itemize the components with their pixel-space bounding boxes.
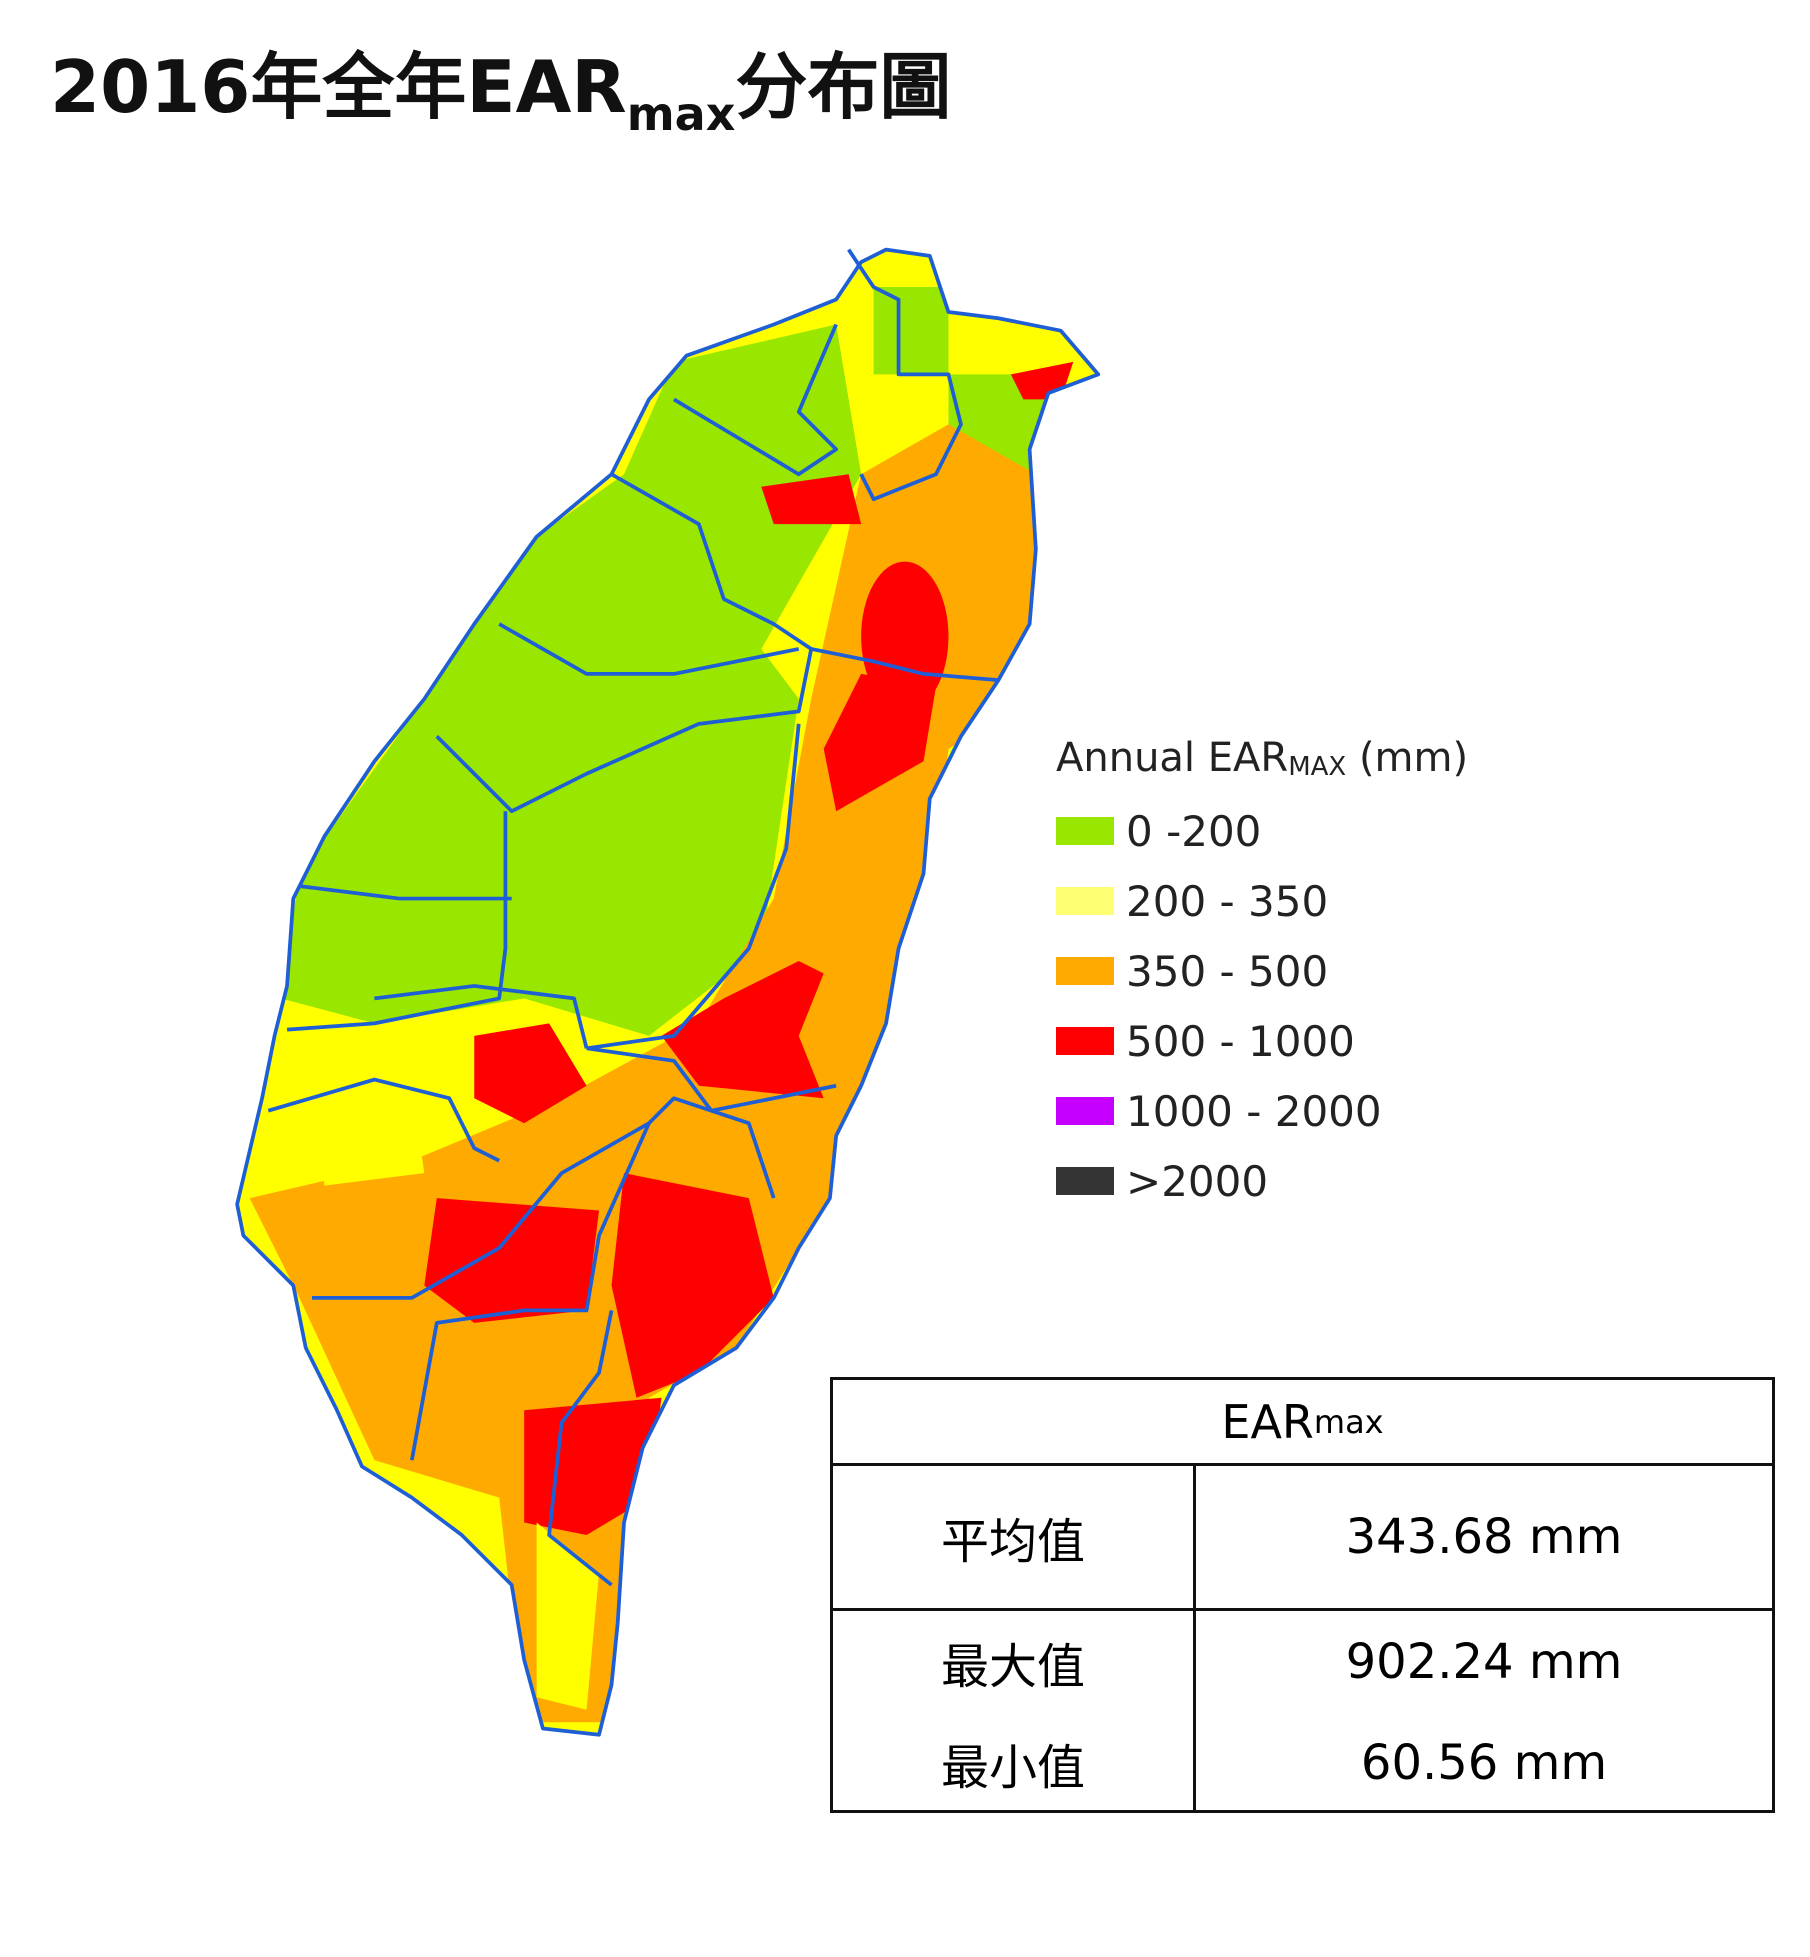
table-header: EAR max — [833, 1380, 1772, 1466]
row-value: 60.56 mm — [1360, 1734, 1608, 1791]
title-sub: max — [626, 87, 736, 141]
legend-label: 0 -200 — [1126, 806, 1262, 856]
legend-title: Annual EARMAX (mm) — [1056, 735, 1468, 782]
legend-swatch — [1056, 887, 1114, 915]
row-value: 343.68 mm — [1345, 1509, 1623, 1565]
row-label: 平均值 — [940, 1514, 1085, 1570]
table-row: 平均值 343.68 mm — [833, 1466, 1772, 1611]
stats-table: EAR max 平均值 343.68 mm 最大值最小值 902.24 mm 60.56 … — [830, 1377, 1775, 1813]
legend-label: 1000 - 2000 — [1126, 1086, 1382, 1136]
legend-swatch — [1056, 1167, 1114, 1195]
legend-title-text: Annual EAR — [1056, 735, 1289, 781]
legend-swatch — [1056, 957, 1114, 985]
table-cell: 902.24 mm 60.56 mm — [1196, 1611, 1772, 1813]
table-header-text: EAR — [1221, 1394, 1314, 1449]
table-cell: 平均值 — [833, 1466, 1196, 1608]
row-value: 902.24 mm — [1345, 1633, 1623, 1690]
table-header-sub: max — [1313, 1402, 1384, 1441]
table-row: 最大值最小值 902.24 mm 60.56 mm — [833, 1611, 1772, 1813]
title-end: 分布圖 — [735, 45, 952, 129]
legend: Annual EARMAX (mm) 0 -200 200 - 350 350 - … — [1056, 735, 1468, 1216]
table-cell: 343.68 mm — [1196, 1466, 1772, 1608]
row-label: 最大值 — [940, 1638, 1085, 1695]
legend-items: 0 -200 200 - 350 350 - 500 500 - 1000 1000 -… — [1056, 796, 1468, 1216]
legend-label: >2000 — [1126, 1156, 1269, 1206]
legend-item: >2000 — [1056, 1146, 1468, 1216]
legend-item: 200 - 350 — [1056, 866, 1468, 936]
legend-swatch — [1056, 1097, 1114, 1125]
title: 2016年全年EARmax分布圖 — [50, 28, 951, 141]
legend-title-unit: (mm) — [1358, 735, 1469, 781]
legend-label: 200 - 350 — [1126, 876, 1329, 926]
table-cell: 最大值 最小值 — [833, 1611, 1196, 1813]
legend-item: 500 - 1000 — [1056, 1006, 1468, 1076]
legend-label: 350 - 500 — [1126, 946, 1329, 996]
legend-label: 500 - 1000 — [1126, 1016, 1355, 1066]
legend-item: 0 -200 — [1056, 796, 1468, 866]
table-body: 平均值 343.68 mm 最大值最小值 902.24 mm 60.56 mm — [833, 1466, 1772, 1813]
legend-title-sub: MAX — [1288, 752, 1347, 782]
legend-item: 350 - 500 — [1056, 936, 1468, 1006]
legend-item: 1000 - 2000 — [1056, 1076, 1468, 1146]
row-label: 最小值 — [940, 1739, 1085, 1796]
legend-swatch — [1056, 817, 1114, 845]
title-text: 2016年全年EAR — [50, 45, 627, 129]
legend-swatch — [1056, 1027, 1114, 1055]
